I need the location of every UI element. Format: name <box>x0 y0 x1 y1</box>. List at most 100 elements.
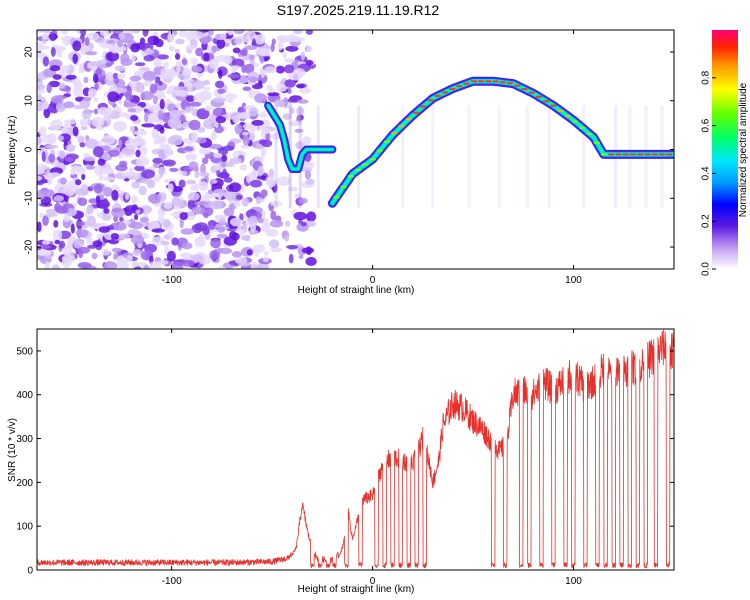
noise-blob <box>190 131 199 143</box>
noise-blob <box>94 82 99 90</box>
noise-blob <box>193 92 206 104</box>
noise-blob <box>251 38 256 48</box>
noise-blob <box>210 133 217 141</box>
noise-blob <box>185 44 197 51</box>
noise-blob <box>80 30 87 37</box>
noise-blob <box>73 82 83 90</box>
noise-blob <box>77 197 88 206</box>
noise-blob <box>198 148 211 155</box>
noise-blob <box>154 175 161 183</box>
noise-blob <box>231 251 243 258</box>
noise-blob <box>75 179 82 186</box>
noise-blob <box>101 152 111 161</box>
spectrogram-x-axis-title: Height of straight line (km) <box>298 285 415 296</box>
snr-y-ticks: 0 100 200 300 400 500 <box>16 346 674 577</box>
noise-blob <box>110 45 120 54</box>
noise-blob <box>53 220 59 228</box>
noise-blob <box>41 101 49 110</box>
noise-blob <box>249 54 255 60</box>
noise-blob <box>300 221 307 227</box>
noise-blob <box>288 253 294 264</box>
noise-blob <box>92 73 99 84</box>
noise-blob <box>81 173 86 180</box>
noise-blob <box>261 127 271 134</box>
noise-blob <box>92 146 104 158</box>
noise-blob <box>153 36 159 46</box>
noise-blob <box>170 261 184 269</box>
noise-blob <box>152 95 158 105</box>
noise-blob <box>216 38 226 49</box>
noise-blob <box>301 136 312 145</box>
noise-blob <box>179 212 188 221</box>
noise-blob <box>86 204 94 215</box>
noise-blob <box>54 202 61 212</box>
noise-blob <box>277 41 283 51</box>
noise-blob <box>45 144 59 149</box>
noise-blob <box>41 151 46 162</box>
y-tick-label: 400 <box>16 390 33 401</box>
noise-blob <box>183 146 194 152</box>
noise-blob <box>232 58 245 68</box>
noise-blob <box>246 249 253 256</box>
noise-blob <box>191 66 203 73</box>
noise-blob <box>103 208 110 214</box>
noise-blob <box>157 110 164 120</box>
noise-blob <box>289 107 295 115</box>
noise-blob <box>73 104 84 110</box>
noise-blob <box>184 106 191 113</box>
noise-blob <box>102 176 116 181</box>
noise-blob <box>63 119 77 125</box>
noise-blob <box>79 142 86 148</box>
noise-blob <box>135 105 143 113</box>
snr-series-line <box>37 329 674 569</box>
noise-blob <box>99 75 104 82</box>
noise-blob <box>259 55 265 64</box>
noise-blob <box>213 152 223 158</box>
noise-blob <box>284 79 296 88</box>
noise-blob <box>298 197 308 204</box>
noise-blob <box>133 261 139 267</box>
noise-blob <box>296 83 305 89</box>
noise-blob <box>38 126 47 137</box>
noise-blob <box>135 209 141 214</box>
noise-blob <box>151 228 165 233</box>
y-tick-label: 0 <box>24 146 35 152</box>
noise-blob <box>63 185 76 197</box>
noise-blob <box>147 193 161 204</box>
noise-blob <box>203 32 209 37</box>
noise-blob <box>202 79 211 86</box>
noise-blob <box>260 189 268 198</box>
noise-blob <box>194 183 199 191</box>
noise-blob <box>200 163 206 175</box>
noise-blob <box>149 83 158 94</box>
noise-blob <box>59 240 66 249</box>
noise-blob <box>51 108 58 114</box>
noise-blob <box>270 87 275 93</box>
noise-blob <box>110 233 120 240</box>
noise-blob <box>115 260 130 269</box>
noise-blob <box>217 226 226 233</box>
noise-blob <box>131 181 141 189</box>
noise-blob <box>257 217 264 224</box>
noise-blob <box>86 165 96 170</box>
noise-blob <box>277 176 291 186</box>
noise-blob <box>270 43 275 52</box>
noise-blob <box>168 45 175 52</box>
noise-blob <box>118 99 123 105</box>
spectral-streak <box>497 105 501 209</box>
noise-blob <box>121 171 135 177</box>
noise-blob <box>284 235 290 242</box>
noise-blob <box>52 229 63 240</box>
noise-blob <box>142 70 157 82</box>
noise-blob <box>202 86 210 91</box>
noise-blob <box>133 141 146 147</box>
noise-blob <box>43 189 55 198</box>
noise-blob <box>254 248 259 257</box>
noise-blob <box>288 71 303 81</box>
noise-blob <box>265 228 279 237</box>
noise-blob <box>265 178 277 188</box>
noise-blob <box>216 169 221 178</box>
noise-blob <box>292 62 299 70</box>
noise-blob <box>248 215 258 226</box>
noise-blob <box>293 211 307 221</box>
